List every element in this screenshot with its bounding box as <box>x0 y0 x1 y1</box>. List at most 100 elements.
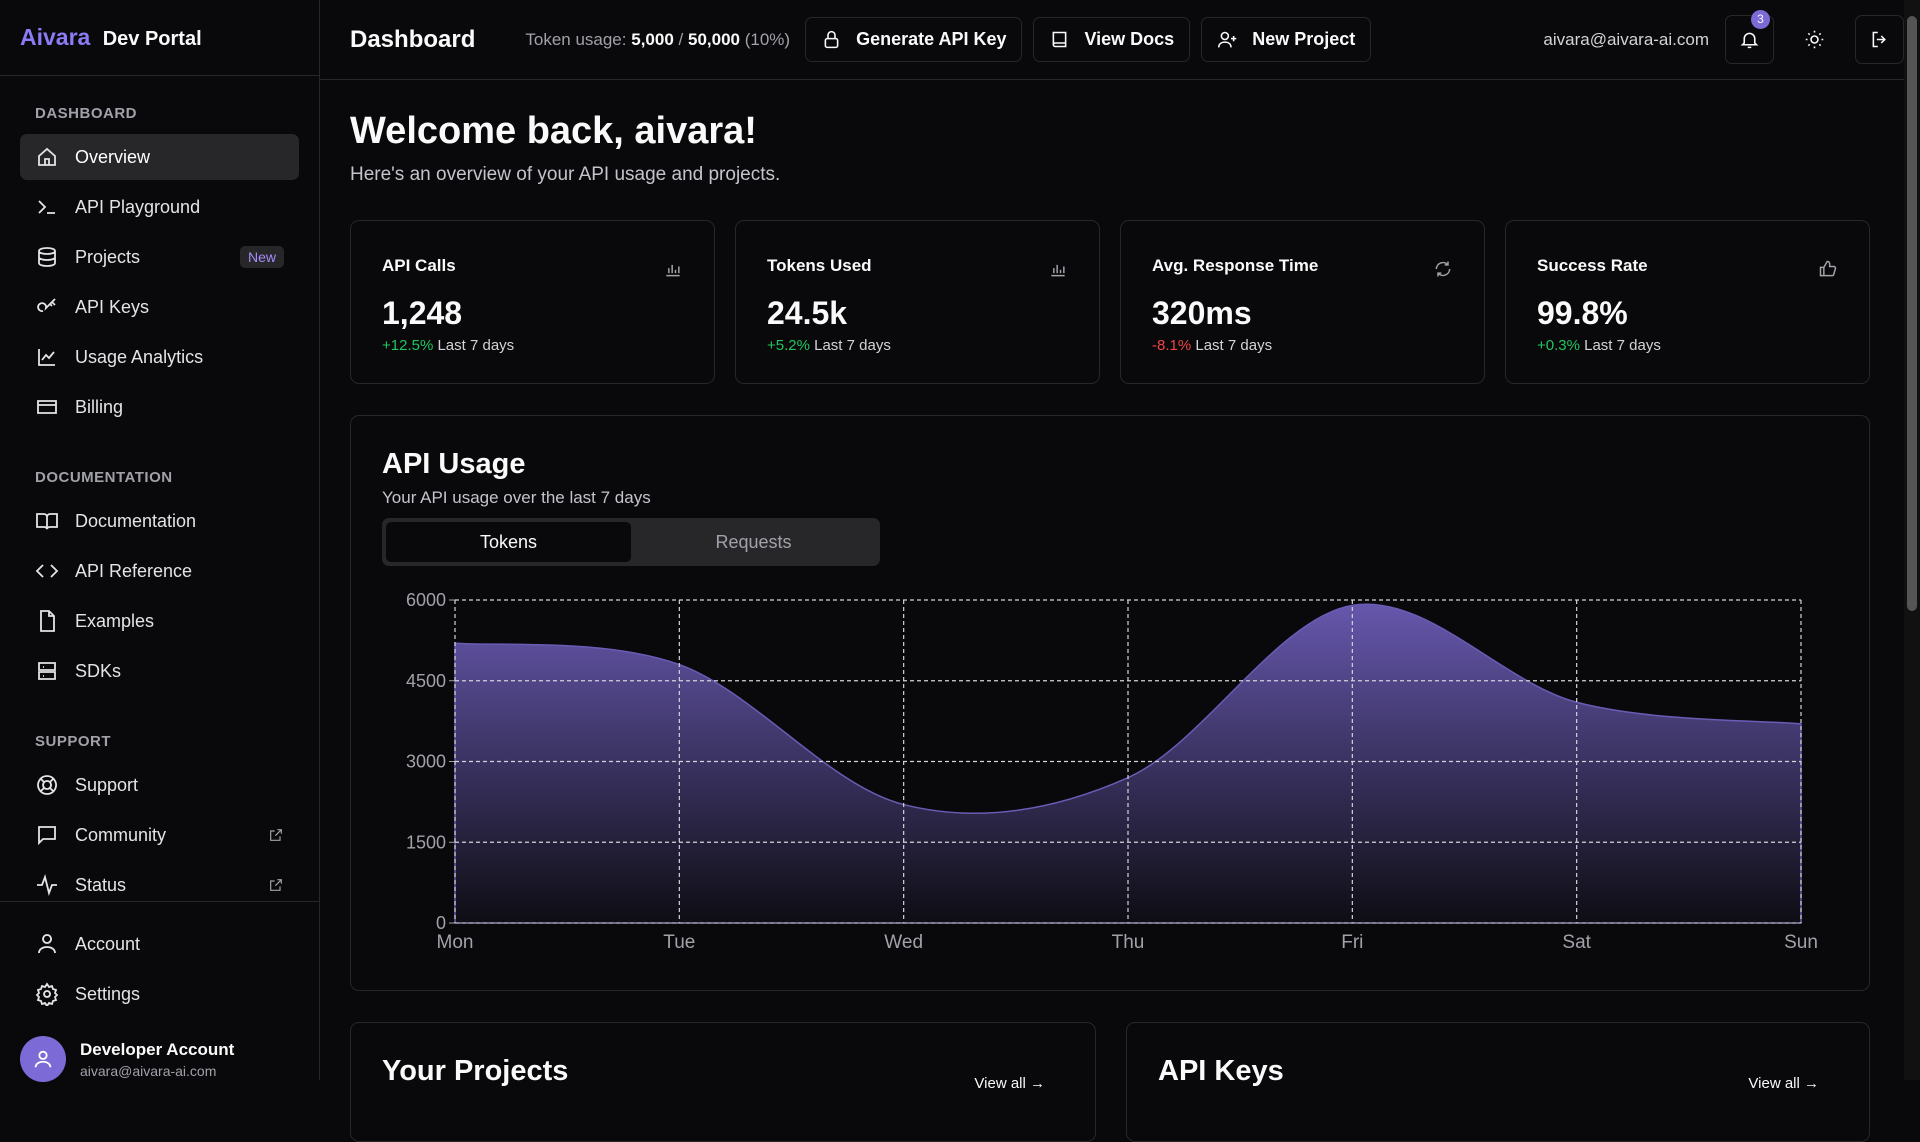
badge: New <box>239 246 284 268</box>
scroll-thumb[interactable] <box>1907 16 1917 611</box>
nav-label: Documentation <box>75 510 197 531</box>
period: Last 7 days <box>1195 337 1273 354</box>
usage-subtitle: Your API usage over the last 7 days <box>382 488 651 507</box>
nav-item[interactable]: Overview <box>20 134 299 180</box>
stat-title: API Calls <box>382 256 456 275</box>
nav-item[interactable]: Projects New <box>20 234 299 280</box>
new-project-button[interactable]: New Project <box>1201 17 1372 62</box>
y-tick-label: 1500 <box>406 832 446 852</box>
stat-card: Tokens Used 24.5k +5.2% Last 7 days <box>735 220 1100 384</box>
section-title: DASHBOARD <box>35 105 137 122</box>
nav-label: Account <box>75 933 141 954</box>
nav-item[interactable]: Settings <box>20 971 299 1017</box>
scrollbar[interactable] <box>1904 0 1920 1080</box>
badge: 3 <box>1751 10 1770 29</box>
nav-label: Support <box>75 774 139 795</box>
welcome-subtitle: Here's an overview of your API usage and… <box>350 164 781 185</box>
nav-item[interactable]: Account <box>20 921 299 967</box>
section-title: SUPPORT <box>35 733 112 750</box>
x-tick-label: Mon <box>437 932 474 953</box>
nav-item[interactable]: Examples <box>20 598 299 644</box>
x-tick-label: Fri <box>1341 932 1363 953</box>
nav-item[interactable]: Documentation <box>20 498 299 544</box>
divider <box>0 901 319 902</box>
nav-item[interactable]: Community <box>20 812 299 858</box>
stat-change: +5.2% Last 7 days <box>767 337 891 354</box>
nav-item[interactable]: SDKs <box>20 648 299 694</box>
nav-label: Overview <box>75 146 151 167</box>
nav-item[interactable]: Status <box>20 862 299 908</box>
total: 50,000 <box>687 29 740 49</box>
change: +5.2% <box>767 337 810 354</box>
projects-link[interactable]: View all → <box>974 1075 1045 1092</box>
welcome-title: Welcome back, aivara! <box>350 110 757 152</box>
stat-value: 99.8% <box>1537 295 1628 331</box>
x-tick-label: Tue <box>663 932 695 953</box>
token-usage: Token usage: 5,000 / 50,000 (10%) <box>525 30 790 50</box>
section-title: DOCUMENTATION <box>35 469 173 486</box>
period: Last 7 days <box>814 337 891 354</box>
area <box>454 603 1802 924</box>
used: 5,000 <box>631 29 674 49</box>
nav-item[interactable]: Billing <box>20 384 299 430</box>
brand-name: Aivara <box>20 24 91 50</box>
user[interactable]: Developer Account aivara@aivara-ai.com <box>20 1036 234 1082</box>
avatar <box>20 1036 66 1082</box>
theme-button[interactable] <box>1790 15 1839 64</box>
tabs: Tokens Requests <box>382 518 880 566</box>
change: -8.1% <box>1152 337 1192 354</box>
nav-label: Status <box>75 874 127 895</box>
nav-label: Billing <box>75 396 124 417</box>
nav-item[interactable]: API Reference <box>20 548 299 594</box>
label: New Project <box>1252 29 1356 49</box>
x-tick-label: Sun <box>1784 932 1818 953</box>
generate-key-button[interactable]: Generate API Key <box>805 17 1023 62</box>
nav-label: Usage Analytics <box>75 346 204 367</box>
tab-active[interactable]: Tokens <box>386 522 631 562</box>
keys-card: API Keys View all → <box>1126 1022 1870 1142</box>
stat-value: 24.5k <box>767 295 848 331</box>
user-name: Developer Account <box>80 1039 235 1059</box>
nav-label: Examples <box>75 610 155 631</box>
label: View Docs <box>1084 29 1175 49</box>
view-docs-button[interactable]: View Docs <box>1033 17 1191 62</box>
nav-item[interactable]: Support <box>20 762 299 808</box>
keys-link[interactable]: View all → <box>1748 1075 1819 1092</box>
keys-title: API Keys <box>1158 1055 1284 1087</box>
chart: 0 1500 3000 4500 6000 Mon Tue Wed Thu Fri Sat Sun <box>406 590 1818 953</box>
stat-change: -8.1% Last 7 days <box>1152 337 1272 354</box>
nav-item[interactable]: API Playground <box>20 184 299 230</box>
nav-item[interactable]: API Keys <box>20 284 299 330</box>
y-tick-label: 6000 <box>406 590 446 610</box>
stat-card: Success Rate 99.8% +0.3% Last 7 days <box>1505 220 1870 384</box>
y-tick-label: 4500 <box>406 671 446 691</box>
brand-product: Dev Portal <box>102 28 202 50</box>
stat-card: API Calls 1,248 +12.5% Last 7 days <box>350 220 715 384</box>
nav: DASHBOARD Overview API Playground Projects N… <box>0 82 319 912</box>
header: Dashboard Token usage: 5,000 / 50,000 (1… <box>320 0 1904 80</box>
tab[interactable]: Requests <box>715 532 792 552</box>
projects-card: Your Projects View all → <box>350 1022 1096 1142</box>
stat-change: +0.3% Last 7 days <box>1537 337 1661 354</box>
period: Last 7 days <box>437 337 515 354</box>
nav-label: API Reference <box>75 560 193 581</box>
x-tick-label: Wed <box>884 932 923 953</box>
stat-card: Avg. Response Time 320ms -8.1% Last 7 days <box>1120 220 1485 384</box>
pct: (10%) <box>744 29 791 49</box>
nav-label: SDKs <box>75 660 122 681</box>
change: +12.5% <box>382 337 434 354</box>
nav-label: Settings <box>75 983 141 1004</box>
sep: / <box>678 29 684 49</box>
email: aivara@aivara-ai.com <box>1543 29 1709 49</box>
stat-title: Success Rate <box>1537 256 1648 275</box>
nav-label: Community <box>75 824 167 845</box>
nav-item[interactable]: Usage Analytics <box>20 334 299 380</box>
y-tick-label: 3000 <box>406 752 446 772</box>
logout-button[interactable] <box>1855 15 1904 64</box>
x-tick-label: Sat <box>1562 932 1591 953</box>
nav-label: Projects <box>75 246 141 267</box>
notifications-button[interactable]: 3 <box>1725 10 1774 64</box>
stat-change: +12.5% Last 7 days <box>382 337 514 354</box>
usage-title: API Usage <box>382 448 526 480</box>
